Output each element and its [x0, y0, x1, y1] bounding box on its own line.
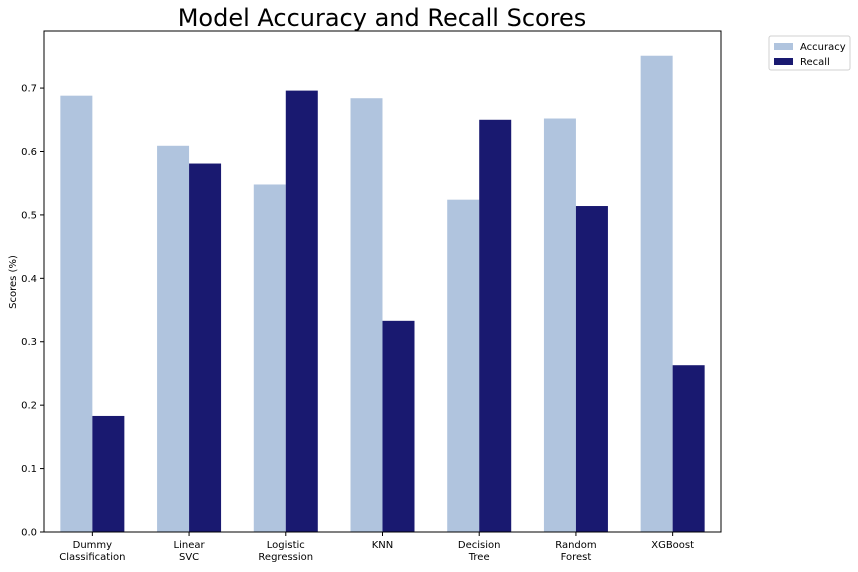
legend-swatch-recall: [774, 58, 793, 65]
legend-swatch-accuracy: [774, 43, 793, 50]
y-tick-label: 0.0: [21, 528, 37, 539]
y-tick-label: 0.4: [21, 274, 37, 285]
x-tick-label-line: Logistic: [267, 540, 305, 551]
y-tick-label: 0.1: [21, 464, 37, 475]
x-tick-label-line: Dummy: [73, 540, 113, 551]
y-tick-label: 0.2: [21, 401, 37, 412]
x-tick-label-line: XGBoost: [651, 540, 694, 551]
bar-recall-0: [92, 415, 125, 532]
y-tick-label: 0.5: [21, 210, 37, 221]
bar-recall-4: [479, 119, 512, 532]
bar-recall-1: [189, 163, 222, 533]
x-tick-label: KNN: [372, 540, 394, 551]
x-tick-label: XGBoost: [651, 540, 694, 551]
bar-accuracy-2: [253, 184, 286, 532]
x-tick-label: Logistic Regression: [258, 540, 313, 563]
bar-accuracy-6: [640, 55, 673, 532]
y-tick-label: 0.3: [21, 337, 37, 348]
y-axis-label: Scores (%): [8, 255, 19, 309]
x-tick-label-line: Decision: [458, 540, 501, 551]
y-tick-label: 0.7: [21, 84, 37, 95]
legend: Accuracy Recall: [768, 35, 851, 71]
plot-area: 0.0 0.1 0.2 0.3 0.4 0.5 0.6 0.7 Dummy Classificat…: [21, 30, 722, 563]
bar-accuracy-1: [157, 145, 190, 533]
y-tick-label: 0.6: [21, 147, 37, 158]
bar-recall-3: [382, 320, 415, 532]
x-tick-label-line: Linear: [174, 540, 206, 551]
x-tick-label-line: Random: [555, 540, 596, 551]
x-tick-label: Random Forest: [555, 540, 596, 563]
bar-recall-5: [575, 206, 608, 532]
x-tick-label-line: SVC: [179, 552, 199, 563]
x-tick-label: Dummy Classification: [59, 540, 125, 563]
legend-label-recall: Recall: [800, 57, 830, 68]
legend-label-accuracy: Accuracy: [800, 42, 846, 53]
x-tick-label: Linear SVC: [174, 540, 206, 563]
bar-accuracy-5: [543, 118, 576, 533]
axes-frame: [43, 30, 722, 533]
x-tick-label-line: Tree: [468, 552, 490, 563]
bar-accuracy-4: [447, 199, 480, 532]
bar-accuracy-0: [60, 95, 93, 532]
x-tick-label-line: Forest: [561, 552, 592, 563]
x-tick-label-line: Classification: [59, 552, 125, 563]
bar-recall-6: [672, 365, 705, 532]
chart-title: Model Accuracy and Recall Scores: [178, 4, 587, 32]
x-tick-label-line: KNN: [372, 540, 394, 551]
x-tick-label-line: Regression: [258, 552, 313, 563]
x-tick-label: Decision Tree: [458, 540, 501, 563]
bar-recall-2: [285, 90, 318, 533]
bar-accuracy-3: [350, 98, 383, 532]
